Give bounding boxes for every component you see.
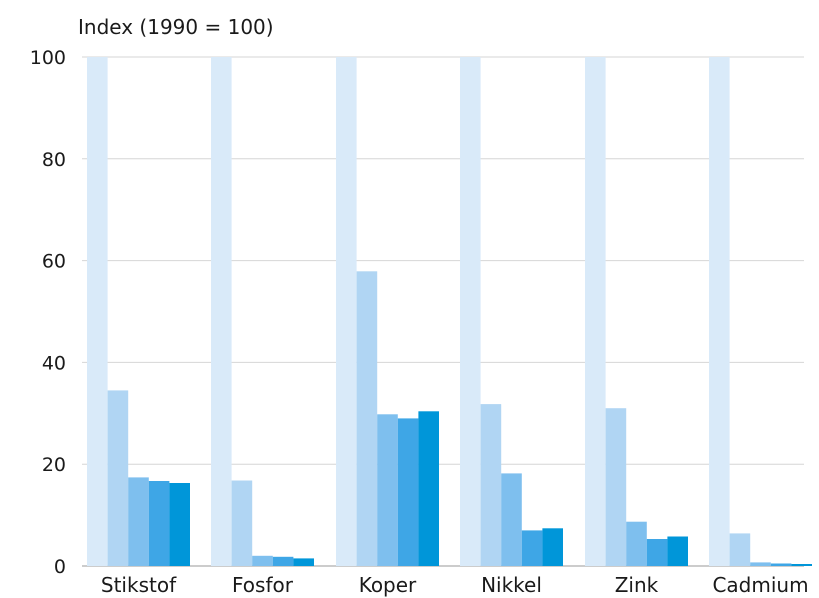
category-label: Nikkel <box>481 573 542 597</box>
y-tick-label: 60 <box>42 251 66 273</box>
bar-koper-series-4 <box>397 418 419 566</box>
bar-zink-series-2 <box>605 408 627 566</box>
bar-fosfor-series-3 <box>252 555 273 566</box>
y-axis-label: Index (1990 = 100) <box>78 15 274 39</box>
bar-zink-series-4 <box>646 539 668 566</box>
bar-koper-series-2 <box>356 271 378 566</box>
bar-stikstof-series-5 <box>169 483 190 566</box>
bar-koper-series-1 <box>336 57 357 566</box>
y-tick-label: 100 <box>30 47 66 69</box>
bar-cadmium-series-5 <box>791 564 812 566</box>
bar-zink-series-5 <box>667 536 688 566</box>
bar-zink-series-1 <box>585 57 606 566</box>
category-label: Stikstof <box>101 573 177 597</box>
gridlines <box>82 56 804 567</box>
bar-fosfor-series-1 <box>211 57 232 566</box>
category-labels: Stikstof Fosfor Koper Nikkel Zink Cadmium <box>101 573 809 597</box>
bar-cadmium-series-2 <box>729 533 751 566</box>
bar-koper-series-3 <box>377 414 398 566</box>
bar-nikkel-series-3 <box>501 473 522 566</box>
category-label: Koper <box>359 573 417 597</box>
bar-koper-series-5 <box>418 411 439 566</box>
bar-nikkel-series-2 <box>480 404 502 566</box>
bar-fosfor-series-2 <box>231 480 253 566</box>
bar-zink-series-3 <box>626 521 647 566</box>
category-label: Cadmium <box>712 573 808 597</box>
bar-stikstof-series-3 <box>128 477 149 566</box>
bar-cadmium-series-3 <box>750 562 771 566</box>
bar-stikstof-series-4 <box>148 481 170 566</box>
bar-cadmium-series-1 <box>709 57 730 566</box>
bar-nikkel-series-1 <box>460 57 481 566</box>
y-tick-label: 20 <box>42 454 66 476</box>
category-label: Zink <box>615 573 659 597</box>
y-axis-ticks: 0 20 40 60 80 100 <box>30 47 66 578</box>
bars <box>87 57 812 566</box>
bar-nikkel-series-4 <box>521 530 543 566</box>
y-tick-label: 80 <box>42 149 66 171</box>
bar-cadmium-series-4 <box>770 563 792 566</box>
bar-fosfor-series-4 <box>272 556 294 566</box>
y-tick-label: 0 <box>54 556 66 578</box>
bar-fosfor-series-5 <box>293 558 314 566</box>
bar-stikstof-series-1 <box>87 57 108 566</box>
bar-nikkel-series-5 <box>542 528 563 566</box>
bar-stikstof-series-2 <box>107 390 129 566</box>
category-label: Fosfor <box>232 573 294 597</box>
y-tick-label: 40 <box>42 352 66 374</box>
